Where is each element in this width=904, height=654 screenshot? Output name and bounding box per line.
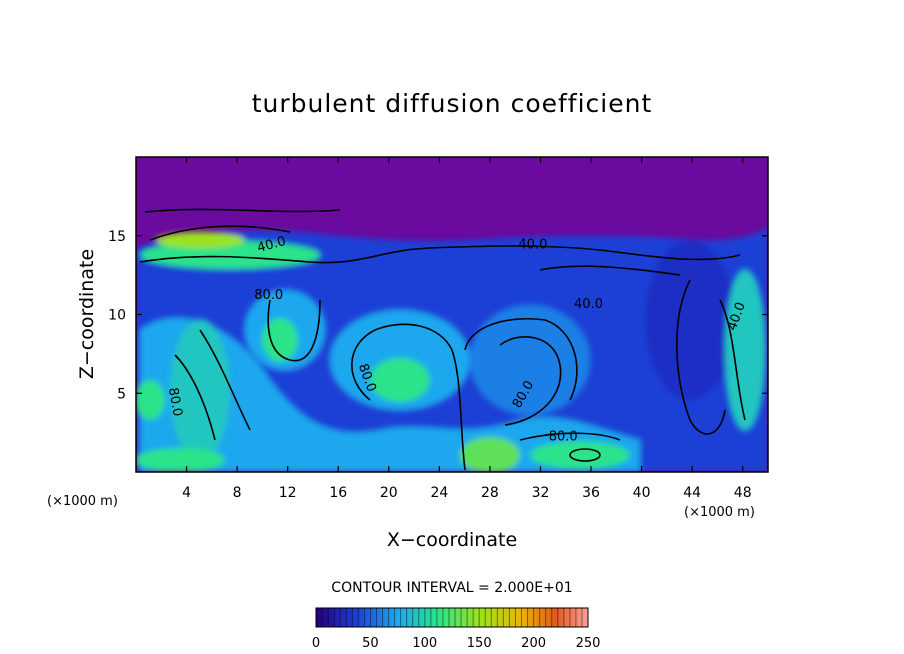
x-unit-left: (×1000 m) [47, 494, 118, 509]
colorbar-tick-label: 150 [467, 636, 492, 651]
x-tick-label: 32 [532, 485, 550, 501]
colorbar-tick-label: 50 [362, 636, 379, 651]
x-tick-label: 44 [683, 485, 701, 501]
colorbar-ticks: 0 50 100 150 200 250 [312, 636, 601, 651]
x-tick-label: 4 [182, 485, 191, 501]
colorbar-tick-label: 0 [312, 636, 320, 651]
x-unit-right: (×1000 m) [684, 505, 755, 520]
contour-label: 40.0 [518, 237, 547, 252]
x-tick-label: 8 [233, 485, 242, 501]
colorbar-tick-label: 200 [521, 636, 546, 651]
colorbar-tick-label: 250 [576, 636, 601, 651]
x-tick-label: 28 [481, 485, 499, 501]
y-axis-label: Z−coordinate [76, 249, 98, 379]
contour-label: 80.0 [165, 387, 185, 418]
x-tick-label: 36 [582, 485, 600, 501]
y-tick-label: 15 [108, 229, 126, 245]
contour-label: 80.0 [549, 430, 578, 445]
x-axis-ticks: 4 8 12 16 20 24 28 32 36 40 44 48 [182, 157, 752, 501]
y-tick-label: 10 [108, 308, 126, 324]
contour-interval-text: CONTOUR INTERVAL = 2.000E+01 [331, 580, 572, 596]
chart-title: turbulent diffusion coefficient [252, 89, 653, 118]
y-tick-label: 5 [117, 386, 126, 402]
x-tick-label: 48 [734, 485, 752, 501]
x-tick-label: 20 [380, 485, 398, 501]
x-axis-label: X−coordinate [387, 529, 517, 551]
contour-label: 40.0 [574, 297, 603, 312]
x-tick-label: 24 [430, 485, 448, 501]
x-tick-label: 16 [329, 485, 347, 501]
heatmap-field [136, 157, 768, 472]
x-tick-label: 12 [279, 485, 297, 501]
colorbar-tick-label: 100 [412, 636, 437, 651]
colorbar [315, 607, 589, 628]
contour-label: 80.0 [254, 288, 283, 303]
colorbar-stripes [321, 608, 583, 627]
x-tick-label: 40 [633, 485, 651, 501]
colorbar-gradient [315, 607, 589, 628]
y-axis-ticks: 5 10 15 [108, 229, 768, 402]
contour-label: 40.0 [256, 234, 288, 256]
